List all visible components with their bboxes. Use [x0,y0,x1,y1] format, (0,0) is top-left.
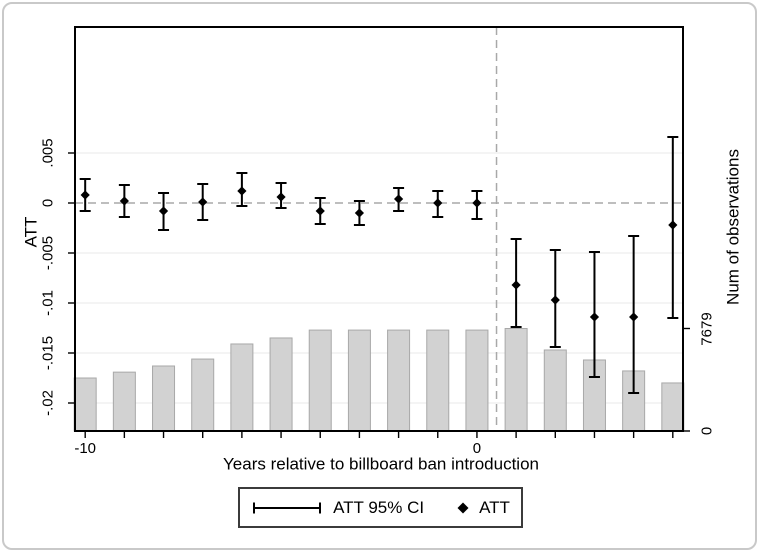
att-diamond-marker [354,208,365,218]
y-left-tick-label: -.005 [39,235,57,271]
x-tick-label: -10 [74,440,97,457]
y-axis-title-left: ATT [21,216,41,248]
observations-bar [112,371,136,432]
att-diamond-icon [457,502,469,513]
att-diamond-marker [276,192,286,202]
observations-bar [387,329,411,432]
att-diamond-marker [629,312,639,322]
observations-bar [465,329,489,432]
y-left-tick-label: 0 [39,198,57,208]
att-diamond-marker [158,206,169,216]
observations-bar [152,365,176,432]
att-diamond-marker [80,190,90,200]
y-left-tick-label: -.02 [39,390,57,416]
att-diamond-marker [393,194,404,204]
att-diamond-marker [198,197,208,207]
legend: ATT 95% CI ATT [238,487,523,528]
legend-ci-label: ATT 95% CI [333,497,425,517]
observations-bar [504,328,528,432]
y-left-tick-label: .005 [39,138,57,168]
x-axis-title: Years relative to billboard ban introduc… [223,454,539,474]
observations-bar [230,343,254,432]
observations-bar [269,337,293,432]
att-diamond-marker [119,196,129,206]
plot-frame [74,26,684,432]
att-diamond-marker [237,186,247,196]
legend-att-label: ATT [479,497,510,517]
observations-bar [426,329,450,432]
att-diamond-marker [315,206,325,216]
observations-bar [191,358,215,432]
x-tick-label: 0 [472,440,482,457]
att-diamond-marker [472,198,482,208]
y-axis-title-right: Num of observations [723,149,743,305]
y-left-tick-label: -.015 [39,335,57,371]
y-right-tick-label: 0 [698,426,716,436]
observations-bar [308,329,332,432]
ci-errorbar-icon [253,502,322,513]
observations-bar [661,382,685,432]
att-diamond-marker [433,198,443,208]
att-diamond-marker [668,220,678,230]
y-left-tick-label: -.01 [39,290,57,316]
observations-bar [73,377,97,432]
att-diamond-marker [550,295,560,305]
att-diamond-marker [511,280,521,290]
att-diamond-marker [589,312,600,322]
observations-bar [347,329,371,432]
y-right-tick-label: 7679 [698,311,716,346]
observations-bar [543,349,567,432]
